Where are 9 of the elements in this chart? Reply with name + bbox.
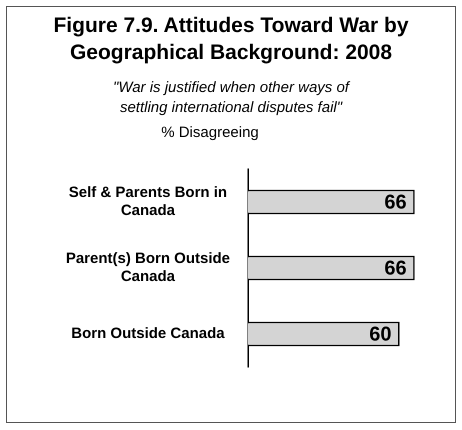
chart-title: Figure 7.9. Attitudes Toward War by Geographical Background: 2008 [52, 13, 410, 66]
y-tick-label: Parent(s) Born Outside Canada [66, 250, 230, 286]
chart-subtitle: "War is justified when other ways of settling international disputes fail" [112, 78, 352, 118]
y-tick-label: Self & Parents Born in Canada [68, 184, 228, 220]
data-label: 60 [369, 324, 392, 346]
data-label: 66 [384, 258, 407, 280]
y-tick-label: Born Outside Canada [71, 325, 226, 342]
x-axis-title: % Disagreeing [160, 124, 260, 141]
data-label: 66 [384, 192, 407, 214]
